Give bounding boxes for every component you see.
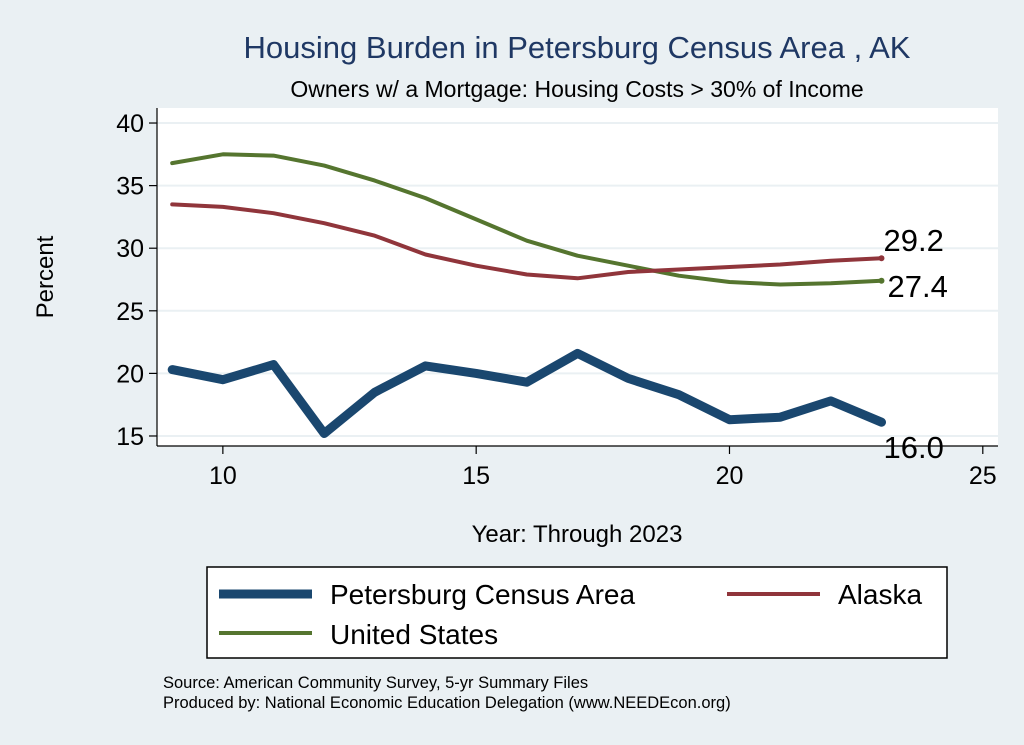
y-tick-label: 35 bbox=[116, 173, 144, 201]
series-line-2 bbox=[170, 202, 884, 281]
x-axis-title: Year: Through 2023 bbox=[472, 521, 683, 548]
end-marker bbox=[878, 419, 885, 426]
y-tick-label: 20 bbox=[116, 360, 144, 388]
end-value-label: 27.4 bbox=[887, 269, 947, 304]
grid-lines bbox=[157, 122, 998, 437]
y-tick-label: 40 bbox=[116, 110, 144, 138]
chart-subtitle: Owners w/ a Mortgage: Housing Costs > 30… bbox=[290, 76, 863, 102]
y-axis-title: Percent bbox=[32, 235, 59, 318]
legend-label: Alaska bbox=[838, 579, 922, 610]
legend-box bbox=[206, 566, 948, 659]
axes: 15 20 25 30 35 40 10 15 20 25 bbox=[116, 108, 998, 490]
legend-label: Petersburg Census Area bbox=[330, 579, 635, 610]
source-line-2: Produced by: National Economic Education… bbox=[163, 694, 731, 712]
y-tick-label: 30 bbox=[116, 235, 144, 263]
end-value-label: 16.0 bbox=[883, 430, 943, 465]
source-line-1: Source: American Community Survey, 5-yr … bbox=[163, 674, 588, 692]
series-layer bbox=[167, 152, 886, 438]
chart-title: Housing Burden in Petersburg Census Area… bbox=[244, 30, 911, 65]
legend: Petersburg Census Area Alaska United State… bbox=[219, 579, 922, 650]
series-line-3 bbox=[170, 152, 884, 287]
end-marker bbox=[878, 255, 885, 262]
end-marker bbox=[878, 277, 885, 284]
y-tick-label: 25 bbox=[116, 298, 144, 326]
series-line-1 bbox=[167, 348, 886, 438]
x-tick-label: 10 bbox=[209, 462, 237, 490]
end-labels: 16.0 29.2 27.4 bbox=[878, 223, 948, 465]
x-tick-label: 25 bbox=[969, 462, 997, 490]
legend-label: United States bbox=[330, 619, 498, 650]
y-tick-label: 15 bbox=[116, 423, 144, 451]
x-tick-label: 20 bbox=[716, 462, 744, 490]
end-value-label: 29.2 bbox=[883, 223, 943, 258]
x-tick-label: 15 bbox=[462, 462, 490, 490]
